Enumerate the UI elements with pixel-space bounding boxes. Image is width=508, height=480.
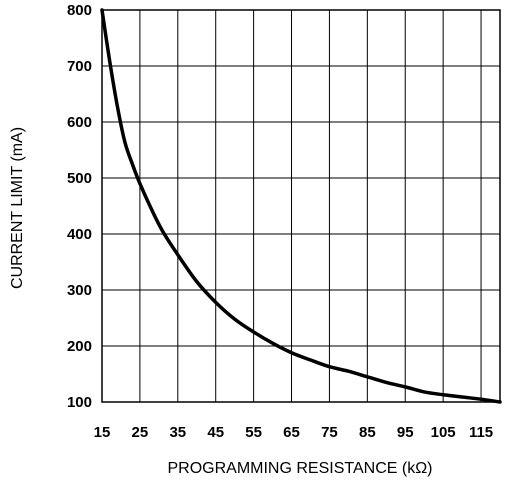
x-tick-label: 115 bbox=[469, 424, 493, 441]
x-tick-label: 65 bbox=[283, 424, 300, 441]
y-tick-label: 600 bbox=[67, 114, 92, 131]
x-tick-label: 95 bbox=[397, 424, 414, 441]
y-tick-label: 200 bbox=[67, 338, 92, 355]
y-tick-label: 700 bbox=[67, 58, 92, 75]
current-limit-curve bbox=[100, 8, 502, 404]
plot-border bbox=[101, 9, 501, 403]
x-tick-label: 105 bbox=[431, 424, 456, 441]
x-tick-labels: 15 25 35 45 55 65 75 85 95 105 115 bbox=[94, 424, 493, 441]
x-tick-label: 25 bbox=[132, 424, 149, 441]
y-axis-label: CURRENT LIMIT (mA) bbox=[9, 127, 26, 289]
x-tick-label: 45 bbox=[207, 424, 224, 441]
x-axis-label: PROGRAMMING RESISTANCE (kΩ) bbox=[167, 460, 432, 477]
x-tick-label: 55 bbox=[245, 424, 262, 441]
y-tick-labels: 100 200 300 400 500 600 700 800 bbox=[67, 2, 92, 411]
series-group bbox=[100, 8, 502, 404]
x-tick-label: 85 bbox=[359, 424, 376, 441]
x-tick-label: 35 bbox=[169, 424, 186, 441]
y-tick-label: 300 bbox=[67, 282, 92, 299]
x-tick-label: 75 bbox=[321, 424, 338, 441]
plot-frame bbox=[101, 9, 501, 403]
chart-grid bbox=[101, 9, 500, 403]
y-tick-label: 100 bbox=[67, 394, 92, 411]
y-tick-label: 800 bbox=[67, 2, 92, 19]
x-tick-label: 15 bbox=[94, 424, 111, 441]
y-tick-label: 400 bbox=[67, 226, 92, 243]
y-tick-label: 500 bbox=[67, 170, 92, 187]
